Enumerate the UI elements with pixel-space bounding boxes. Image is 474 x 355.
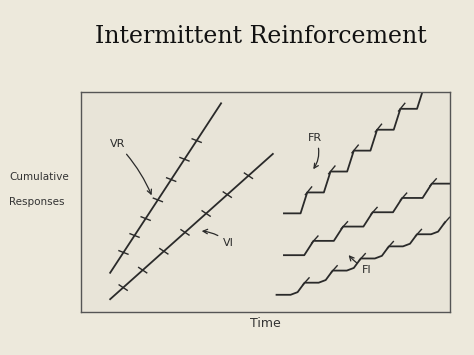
Text: Cumulative: Cumulative <box>9 173 69 182</box>
Text: VR: VR <box>110 139 151 194</box>
Text: Intermittent Reinforcement: Intermittent Reinforcement <box>95 25 427 48</box>
X-axis label: Time: Time <box>250 317 281 329</box>
Text: FR: FR <box>308 133 322 168</box>
Text: Responses: Responses <box>9 197 65 207</box>
Text: FI: FI <box>349 256 372 275</box>
Text: VI: VI <box>203 229 234 248</box>
